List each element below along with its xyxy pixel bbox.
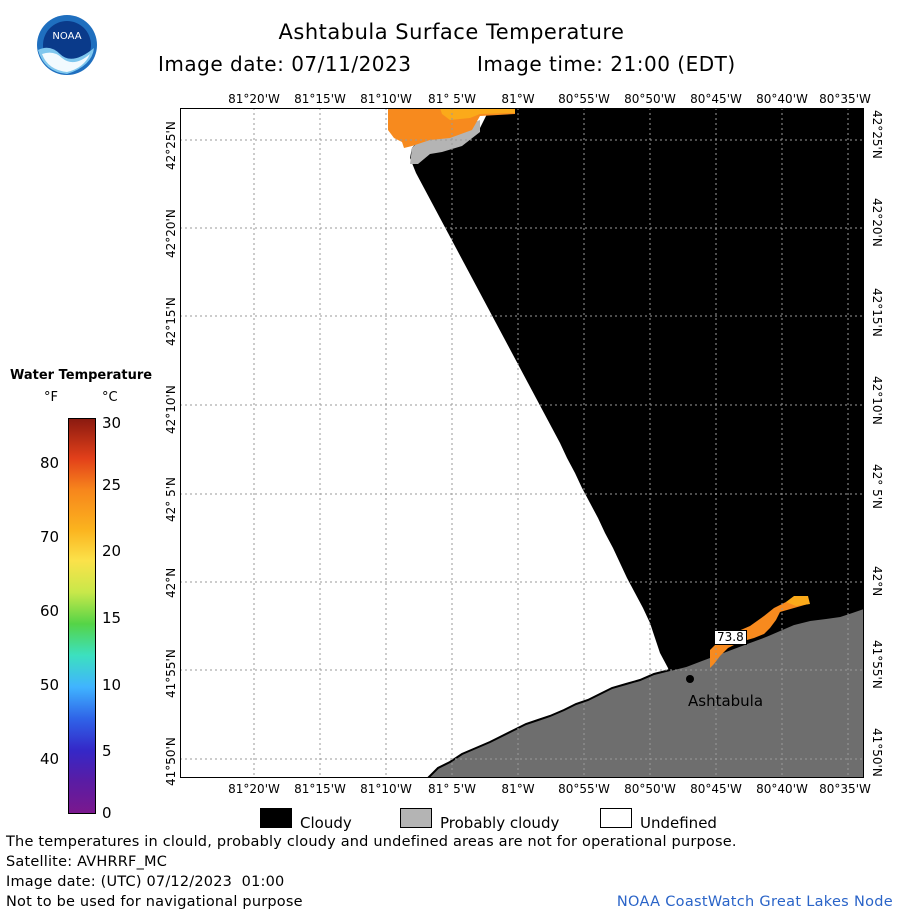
key-label-cloudy: Cloudy [300,814,352,832]
key-swatch-undefined [600,808,632,828]
temperature-value-label: 73.8 [714,630,747,645]
legend-c-tick: 0 [102,804,112,822]
lat-label-right: 42°15'N [870,288,884,337]
legend-title: Water Temperature [10,368,153,383]
lon-label-bottom: 81°W [501,782,535,796]
footer-credit: NOAA CoastWatch Great Lakes Node [616,894,893,910]
lon-label-top: 80°40'W [756,92,808,106]
lat-label-right: 42° 5'N [870,464,884,509]
map-grid [180,108,864,778]
lon-label-bottom: 81°20'W [228,782,280,796]
legend-color-bar [68,418,96,814]
legend-c-tick: 30 [102,414,122,432]
legend-c-tick: 20 [102,542,122,560]
hot-water-shore [786,596,810,606]
noaa-logo-text: NOAA [52,31,81,42]
legend-f-tick: 40 [40,750,60,768]
lon-label-bottom: 80°55'W [558,782,610,796]
page-title: Ashtabula Surface Temperature [278,20,625,44]
lat-label-right: 41°55'N [870,640,884,689]
image-date: Image date: 07/11/2023 [158,52,412,76]
key-label-probably-cloudy: Probably cloudy [440,814,560,832]
temperature-map [180,108,864,778]
legend-c-tick: 5 [102,742,112,760]
lon-label-top: 81°W [501,92,535,106]
legend-c-tick: 25 [102,476,122,494]
lon-label-top: 80°35'W [819,92,871,106]
lon-label-top: 81°20'W [228,92,280,106]
image-time: Image time: 21:00 (EDT) [477,52,736,76]
ashtabula-marker [686,675,694,683]
map-frame [180,108,864,778]
legend-f-tick: 60 [40,602,60,620]
lat-label-left: 42°20'N [164,209,178,258]
lon-label-bottom: 81°10'W [360,782,412,796]
lat-label-right: 42°10'N [870,376,884,425]
lon-label-top: 81°10'W [360,92,412,106]
lon-label-top: 80°45'W [690,92,742,106]
lon-label-bottom: 80°35'W [819,782,871,796]
warm-water-shore [710,598,808,668]
legend-c-tick: 15 [102,609,122,627]
lat-label-left: 42°10'N [164,385,178,434]
lon-label-top: 81° 5'W [428,92,476,106]
lat-label-left: 41°55'N [164,649,178,698]
key-label-undefined: Undefined [640,814,717,832]
legend-c-tick: 10 [102,676,122,694]
key-swatch-probably-cloudy [400,808,432,828]
lat-label-left: 42°15'N [164,297,178,346]
lon-label-bottom: 80°40'W [756,782,808,796]
lon-label-top: 80°55'W [558,92,610,106]
lon-label-bottom: 81°15'W [294,782,346,796]
noaa-logo: NOAA [36,14,98,76]
lon-label-top: 80°50'W [624,92,676,106]
legend-unit-f: °F [44,390,58,405]
lat-label-left: 41°50'N [164,737,178,786]
lon-label-top: 81°15'W [294,92,346,106]
lon-label-bottom: 81° 5'W [428,782,476,796]
footer-navigation-warning: Not to be used for navigational purpose [6,894,303,910]
lon-label-bottom: 80°50'W [624,782,676,796]
legend-f-tick: 80 [40,454,60,472]
legend-f-tick: 50 [40,676,60,694]
land-area [426,606,864,778]
noaa-logo-icon: NOAA [37,15,97,75]
footer-utc-date: Image date: (UTC) 07/12/2023 01:00 [6,874,285,890]
lat-label-left: 42° 5'N [164,477,178,522]
legend-unit-c: °C [102,390,118,405]
lat-label-right: 42°N [870,566,884,597]
key-swatch-cloudy [260,808,292,828]
footer-disclaimer: The temperatures in clould, probably clo… [6,834,737,850]
legend-f-tick: 70 [40,528,60,546]
lat-label-right: 41°50'N [870,728,884,777]
warm-water-top-edge [440,108,515,120]
cloudy-area [410,108,864,680]
place-label-ashtabula: Ashtabula [688,692,764,710]
lat-label-right: 42°25'N [870,110,884,159]
footer-satellite: Satellite: AVHRRF_MC [6,854,168,870]
lat-label-right: 42°20'N [870,198,884,247]
lon-label-bottom: 80°45'W [690,782,742,796]
lat-label-left: 42°25'N [164,121,178,170]
lat-label-left: 42°N [164,567,178,598]
